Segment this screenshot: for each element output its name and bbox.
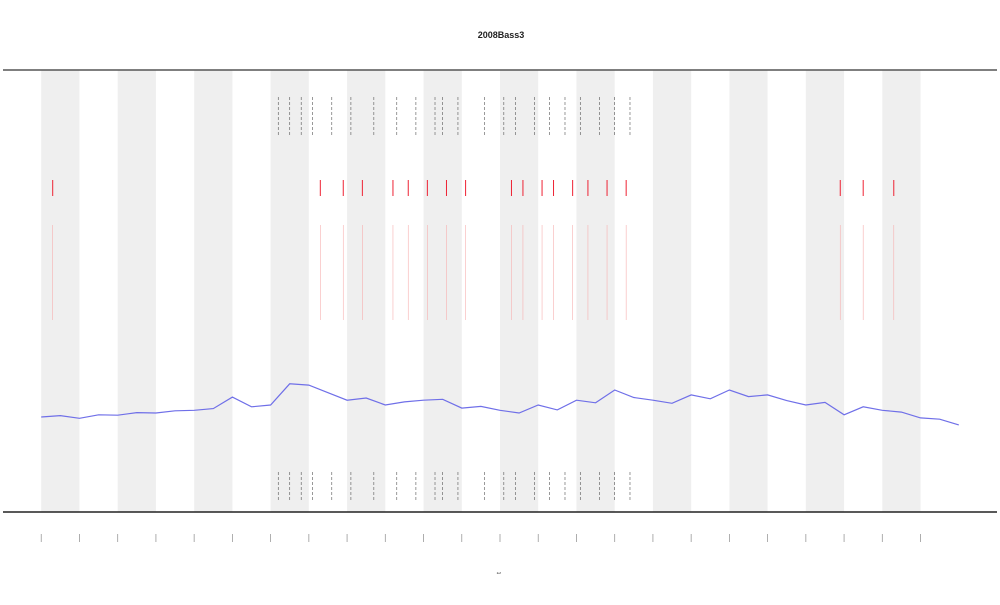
shade-band bbox=[270, 70, 309, 512]
shade-band bbox=[41, 70, 80, 512]
x-axis-label: t bbox=[497, 572, 503, 574]
shade-band bbox=[729, 70, 768, 512]
shade-band bbox=[117, 70, 156, 512]
shade-band bbox=[194, 70, 233, 512]
shade-band bbox=[423, 70, 462, 512]
chart-title: 2008Bass3 bbox=[478, 30, 525, 40]
shade-band bbox=[805, 70, 845, 512]
data-line bbox=[41, 383, 959, 426]
shade-band bbox=[347, 70, 386, 512]
shade-band bbox=[576, 70, 615, 512]
shade-band bbox=[500, 70, 539, 512]
shade-band bbox=[882, 70, 921, 512]
plot-area bbox=[41, 70, 959, 512]
shade-band bbox=[652, 70, 692, 512]
